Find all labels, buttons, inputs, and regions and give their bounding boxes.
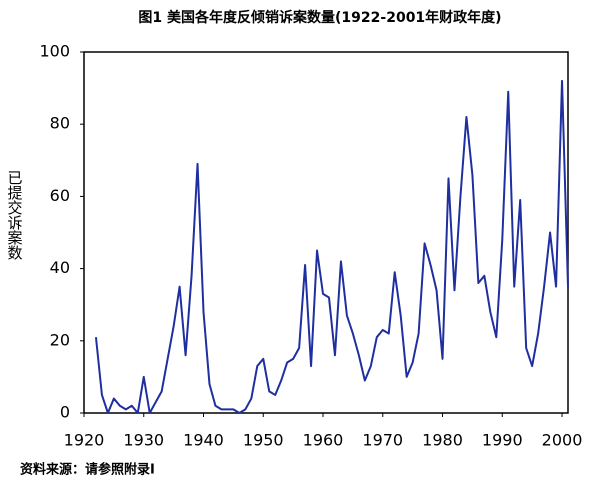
source-note: 资料来源：请参照附录I (20, 462, 155, 478)
x-tick-label: 1990 (482, 431, 523, 450)
x-tick-label: 1960 (303, 431, 344, 450)
x-tick-label: 1920 (64, 431, 105, 450)
y-axis-label: 已提交诉案数 (6, 170, 24, 260)
y-tick-label: 40 (50, 258, 70, 277)
x-tick-label: 2000 (542, 431, 583, 450)
plot-frame (83, 51, 569, 414)
y-tick-label: 80 (50, 114, 70, 133)
x-tick-label: 1930 (123, 431, 164, 450)
y-tick-label: 60 (50, 186, 70, 205)
data-line (94, 79, 569, 414)
chart-title: 图1 美国各年度反倾销诉案数量(1922-2001年财政年度) (138, 9, 501, 26)
x-tick-label: 1950 (243, 431, 284, 450)
x-tick-label: 1970 (362, 431, 403, 450)
y-tick-label: 20 (50, 330, 70, 349)
x-tick-label: 1980 (422, 431, 463, 450)
y-tick-label: 100 (39, 42, 70, 61)
y-tick-label: 0 (60, 403, 70, 422)
x-tick-label: 1940 (183, 431, 224, 450)
